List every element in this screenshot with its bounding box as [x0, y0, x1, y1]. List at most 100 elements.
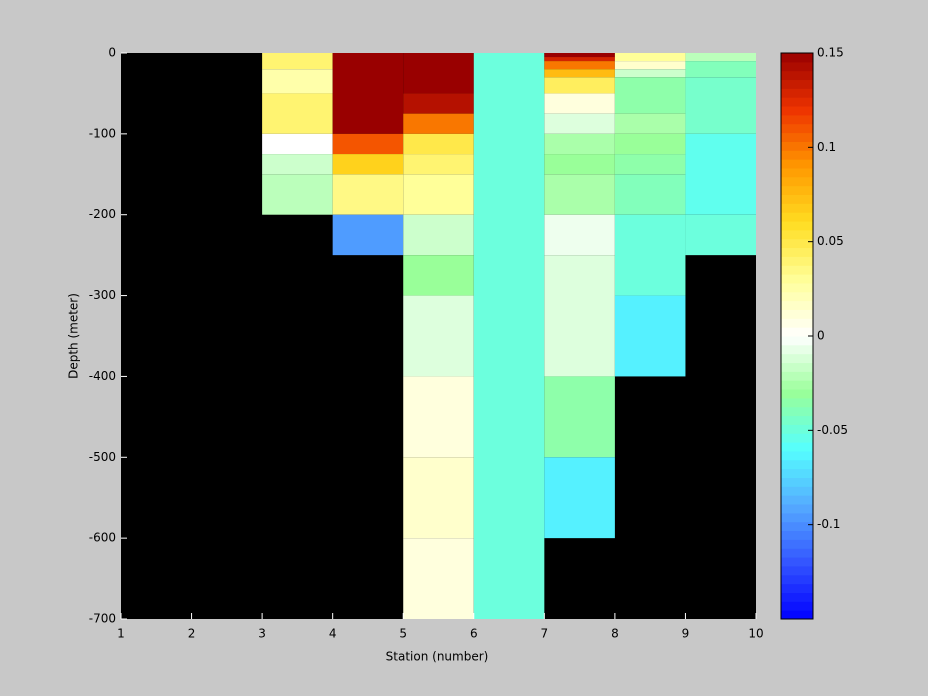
- heatmap-cell: [544, 133, 615, 155]
- heatmap-cell: [614, 69, 686, 78]
- colorbar-swatch: [781, 238, 813, 249]
- heatmap-cell: [403, 376, 474, 458]
- colorbar-swatch: [781, 309, 813, 319]
- colorbar-swatch: [781, 114, 813, 125]
- heatmap-cell: [544, 376, 615, 458]
- y-tick-label: -400: [89, 369, 116, 383]
- colorbar-swatch: [781, 548, 813, 558]
- colorbar-swatch: [781, 592, 813, 602]
- colorbar-swatch: [781, 459, 813, 470]
- colorbar-tick-label: 0.05: [817, 234, 844, 248]
- colorbar-swatch: [781, 167, 813, 178]
- heatmap-cell: [262, 93, 333, 134]
- heatmap-cell: [544, 61, 615, 70]
- colorbar-swatch: [781, 79, 813, 89]
- y-tick-label: -500: [89, 450, 116, 464]
- colorbar-swatch: [781, 194, 813, 204]
- x-tick-label: 3: [258, 627, 266, 641]
- colorbar-swatch: [781, 150, 813, 160]
- colorbar-swatch: [781, 504, 813, 514]
- heatmap-cell: [614, 113, 686, 134]
- heatmap-cell: [544, 77, 615, 94]
- colorbar-swatch: [781, 539, 813, 549]
- colorbar-swatch: [781, 229, 813, 240]
- colorbar-swatch: [781, 274, 813, 284]
- colorbar-swatch: [781, 574, 813, 585]
- y-tick-label: -700: [89, 612, 116, 626]
- colorbar-swatch: [781, 123, 813, 134]
- colorbar-swatch: [781, 141, 813, 151]
- colorbar-swatch: [781, 610, 813, 620]
- colorbar-swatch: [781, 291, 813, 302]
- x-axis-label: Station (number): [386, 650, 489, 664]
- heatmap-cell: [544, 255, 615, 377]
- y-tick-label: -100: [89, 126, 116, 140]
- colorbar-swatch: [781, 601, 813, 611]
- heatmap-cell: [544, 57, 615, 62]
- colorbar-swatch: [781, 300, 813, 310]
- heatmap-cell: [403, 113, 474, 134]
- x-tick-label: 2: [188, 627, 196, 641]
- x-tick-label: 5: [399, 627, 407, 641]
- colorbar-swatch: [781, 477, 813, 487]
- colorbar-swatch: [781, 203, 813, 213]
- heatmap-cell: [403, 255, 474, 296]
- colorbar-swatch: [781, 61, 813, 72]
- colorbar-swatch: [781, 583, 813, 593]
- colorbar-swatch: [781, 327, 813, 337]
- y-tick-label: -200: [89, 207, 116, 221]
- heatmap-cell: [403, 154, 474, 175]
- heatmap-cell: [614, 154, 686, 175]
- heatmap-cell: [332, 174, 404, 215]
- colorbar-swatch: [781, 336, 813, 346]
- heatmap-cell: [403, 174, 474, 215]
- colorbar-swatch: [781, 88, 813, 98]
- heatmap-cell: [403, 53, 474, 94]
- colorbar-swatch: [781, 495, 813, 505]
- heatmap-cell: [544, 154, 615, 175]
- colorbar-swatch: [781, 221, 813, 231]
- heatmap-cell: [685, 77, 756, 134]
- heatmap-cell: [544, 113, 615, 134]
- heatmap-cell: [403, 538, 474, 619]
- heatmap-cell: [332, 214, 404, 256]
- heatmap-cell: [544, 53, 615, 58]
- heatmap-cell: [614, 214, 686, 296]
- heatmap-cell: [403, 295, 474, 377]
- y-tick-label: 0: [108, 46, 116, 60]
- heatmap-cell: [332, 154, 404, 175]
- x-tick-label: 7: [541, 627, 549, 641]
- colorbar-swatch: [781, 159, 813, 169]
- heatmap-cell: [403, 457, 474, 539]
- colorbar-swatch: [781, 265, 813, 275]
- colorbar-swatch: [781, 344, 813, 355]
- x-tick-label: 8: [611, 627, 619, 641]
- colorbar-swatch: [781, 212, 813, 222]
- colorbar-swatch: [781, 406, 813, 417]
- y-tick-label: -300: [89, 288, 116, 302]
- colorbar-tick-label: 0.1: [817, 140, 836, 154]
- colorbar-swatch: [781, 389, 813, 399]
- heatmap-cell: [473, 53, 545, 619]
- heatmap-cell: [544, 214, 615, 256]
- x-tick-label: 6: [470, 627, 478, 641]
- heatmap-cell: [685, 61, 756, 78]
- heatmap-cell: [403, 133, 474, 155]
- colorbar-swatch: [781, 557, 813, 567]
- colorbar-swatch: [781, 433, 813, 443]
- x-tick-label: 4: [329, 627, 337, 641]
- heatmap-cell: [332, 133, 404, 155]
- colorbar-swatch: [781, 176, 813, 187]
- colorbar-swatch: [781, 486, 813, 496]
- colorbar-swatch: [781, 380, 813, 390]
- colorbar-swatch: [781, 442, 813, 452]
- colorbar-swatch: [781, 565, 813, 576]
- colorbar-swatch: [781, 521, 813, 532]
- heatmap-cell: [614, 61, 686, 70]
- heatmap-cell: [614, 53, 686, 62]
- heatmap-cell: [685, 133, 756, 215]
- heatmap-cell: [262, 133, 333, 155]
- x-tick-label: 10: [748, 627, 763, 641]
- colorbar-swatch: [781, 70, 813, 81]
- colorbar-swatch: [781, 362, 813, 372]
